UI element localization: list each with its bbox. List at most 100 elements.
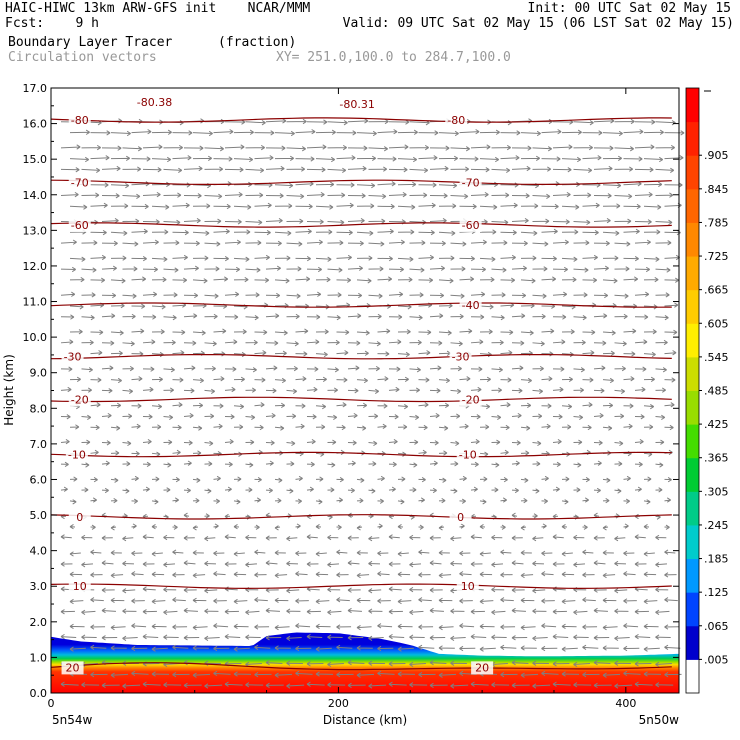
circulation-vector — [286, 388, 298, 394]
circulation-vector — [368, 266, 384, 272]
circulation-vector — [470, 314, 485, 320]
x-tick-label: 400 — [615, 697, 636, 710]
circulation-vector — [511, 635, 528, 641]
circulation-vector — [336, 202, 354, 208]
circulation-vector — [254, 671, 272, 678]
circulation-vector — [204, 560, 216, 567]
circulation-vector — [254, 402, 265, 408]
circulation-vector — [470, 167, 490, 173]
circulation-vector — [377, 623, 393, 629]
circulation-vector — [491, 534, 503, 541]
circulation-vector — [582, 671, 600, 678]
circulation-vector — [479, 129, 500, 135]
circulation-vector — [151, 276, 167, 283]
circulation-vector — [368, 560, 380, 567]
circulation-vector — [582, 624, 598, 630]
circulation-vector — [183, 218, 201, 224]
circulation-vector — [552, 314, 567, 320]
circulation-vector — [295, 156, 315, 162]
circulation-vector — [573, 661, 590, 668]
circulation-vector — [623, 598, 637, 604]
circulation-vector — [397, 499, 405, 505]
circulation-vector — [520, 645, 537, 651]
circulation-vector — [90, 402, 101, 408]
circulation-vector — [347, 412, 358, 419]
colorbar-swatch — [686, 88, 699, 123]
circulation-vector — [520, 402, 532, 409]
circulation-vector — [163, 267, 179, 273]
circulation-vector — [429, 193, 448, 199]
circulation-vector — [450, 146, 470, 152]
circulation-vector — [204, 166, 224, 172]
circulation-vector — [388, 661, 406, 667]
contour-label: 0 — [76, 511, 83, 524]
circulation-vector — [286, 365, 298, 372]
circulation-vector — [573, 682, 592, 688]
circulation-vector — [573, 562, 586, 568]
circulation-vector — [532, 635, 548, 642]
y-tick-label: 14.0 — [23, 189, 48, 202]
circulation-vector — [470, 144, 491, 150]
circulation-vector — [470, 366, 483, 372]
circulation-vector — [614, 218, 632, 224]
circulation-vector — [265, 682, 284, 689]
circulation-vector — [561, 551, 573, 557]
circulation-vector — [634, 119, 656, 125]
circulation-vector — [418, 644, 435, 650]
circulation-vector — [336, 277, 352, 283]
circulation-vector — [593, 682, 612, 689]
circulation-vector — [450, 440, 460, 447]
circulation-vector — [623, 156, 643, 162]
circulation-vector — [573, 439, 583, 445]
circulation-vector — [582, 424, 592, 431]
circulation-vector — [532, 536, 544, 542]
circulation-vector — [295, 403, 306, 409]
circulation-vector — [142, 681, 161, 687]
circulation-vector — [418, 671, 436, 678]
circulation-vector — [614, 588, 628, 594]
circulation-vector — [224, 219, 242, 225]
circulation-vector — [438, 525, 445, 531]
circulation-vector — [614, 241, 631, 247]
circulation-vector — [101, 292, 117, 299]
circulation-vector — [306, 167, 326, 173]
circulation-vector — [377, 403, 388, 409]
circulation-vector — [614, 388, 626, 394]
circulation-vector — [274, 498, 282, 504]
circulation-vector — [286, 413, 297, 419]
circulation-vector — [418, 229, 435, 236]
circulation-vector — [429, 165, 449, 172]
circulation-vector — [347, 535, 359, 541]
circulation-vector — [213, 403, 224, 409]
circulation-vector — [368, 146, 388, 152]
circulation-vector — [101, 145, 122, 151]
contour-label: -10 — [459, 449, 477, 462]
circulation-vector — [347, 460, 356, 466]
circulation-vector — [183, 512, 190, 518]
circulation-vector — [163, 586, 177, 593]
circulation-vector — [336, 329, 350, 335]
circulation-vector — [614, 608, 629, 614]
circulation-vector — [315, 476, 324, 482]
circulation-vector — [511, 292, 527, 299]
contour-label-bg — [459, 176, 482, 190]
circulation-vector — [101, 460, 110, 466]
circulation-vector — [306, 513, 313, 520]
circulation-vector — [655, 120, 676, 126]
circulation-vector — [429, 660, 447, 666]
colorbar-label: .725 — [704, 250, 729, 263]
circulation-vector — [388, 239, 405, 245]
circulation-vector — [163, 462, 172, 468]
circulation-vector — [409, 534, 421, 541]
circulation-vector — [397, 156, 418, 163]
contour-label: -30 — [452, 351, 470, 364]
circulation-vector — [327, 387, 339, 393]
contour-label: -80 — [447, 114, 465, 127]
contour-label-bg — [471, 661, 494, 675]
circulation-vector — [315, 499, 323, 505]
contour-label-bg — [68, 393, 91, 407]
circulation-vector — [634, 461, 643, 468]
circulation-vector — [254, 130, 275, 136]
circulation-vector — [306, 661, 324, 667]
colorbar-swatch — [686, 390, 699, 425]
